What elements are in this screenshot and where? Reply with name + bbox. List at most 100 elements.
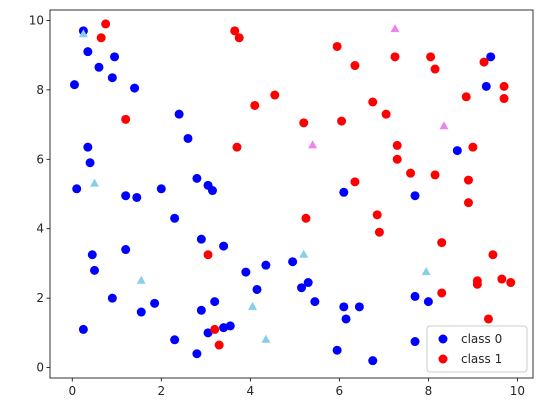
point-class-1 [488, 250, 498, 260]
x-tick-label: 4 [247, 384, 255, 398]
point-class-1 [437, 288, 447, 298]
triangle-point-series-2 [299, 249, 309, 258]
triangle-point-series-3 [308, 140, 318, 149]
point-class-0 [85, 158, 95, 168]
point-class-0 [303, 278, 313, 288]
point-class-0 [121, 191, 131, 201]
point-class-0 [192, 173, 202, 183]
point-class-0 [69, 80, 79, 90]
point-class-0 [94, 62, 104, 72]
triangle-point-series-2 [248, 301, 258, 310]
point-class-1 [483, 314, 493, 324]
point-class-1 [270, 90, 280, 100]
legend-marker-class-0 [438, 334, 448, 344]
point-class-1 [406, 168, 416, 178]
point-class-1 [430, 64, 440, 74]
point-class-0 [452, 146, 462, 156]
point-class-0 [170, 213, 180, 223]
point-class-1 [234, 33, 244, 43]
point-class-0 [410, 191, 420, 201]
point-class-0 [90, 265, 100, 275]
point-class-0 [368, 356, 378, 366]
point-class-1 [250, 100, 260, 110]
point-class-0 [219, 241, 229, 251]
point-class-1 [299, 118, 309, 128]
point-class-1 [390, 52, 400, 62]
y-tick-label: 2 [36, 291, 44, 305]
legend-marker-class-1 [438, 354, 448, 364]
point-class-1 [374, 227, 384, 237]
point-class-1 [301, 213, 311, 223]
point-class-1 [350, 177, 360, 187]
point-class-0 [83, 47, 93, 57]
point-class-0 [196, 234, 206, 244]
point-class-0 [136, 307, 146, 317]
data-points [69, 19, 516, 366]
x-axis-ticks: 0 2 4 6 8 10 [68, 378, 525, 398]
legend-box [426, 325, 528, 373]
point-class-0 [297, 283, 307, 293]
point-class-0 [107, 73, 117, 83]
triangle-point-series-2 [421, 267, 431, 276]
point-class-1 [230, 26, 240, 36]
y-tick-label: 4 [36, 222, 44, 236]
triangle-point-series-2 [136, 275, 146, 284]
point-class-0 [132, 192, 142, 202]
point-class-0 [341, 314, 351, 324]
point-class-0 [241, 267, 251, 277]
x-tick-label: 8 [425, 384, 433, 398]
point-class-0 [261, 260, 271, 270]
point-class-1 [437, 238, 447, 248]
point-class-1 [426, 52, 436, 62]
x-tick-label: 6 [336, 384, 344, 398]
point-class-1 [499, 94, 509, 104]
point-class-0 [110, 52, 120, 62]
point-class-1 [101, 19, 111, 29]
point-class-1 [499, 81, 509, 91]
point-class-0 [192, 349, 202, 359]
point-class-0 [130, 83, 140, 93]
point-class-1 [463, 198, 473, 208]
x-tick-label: 10 [510, 384, 525, 398]
point-class-1 [368, 97, 378, 107]
plot-frame [49, 9, 534, 379]
point-class-0 [423, 297, 433, 307]
triangle-point-series-2 [90, 178, 100, 187]
y-tick-label: 0 [36, 361, 44, 375]
triangle-point-series-2 [78, 29, 88, 38]
triangle-point-series-2 [261, 334, 271, 343]
point-class-0 [486, 52, 496, 62]
point-class-0 [339, 187, 349, 197]
point-class-1 [497, 274, 507, 284]
point-class-1 [506, 278, 516, 288]
point-class-1 [350, 61, 360, 71]
legend-label-class-1: class 1 [461, 352, 502, 366]
point-class-1 [479, 57, 489, 67]
point-class-0 [207, 186, 217, 196]
point-class-0 [410, 291, 420, 301]
point-class-0 [121, 245, 131, 255]
point-class-0 [481, 81, 491, 91]
point-class-0 [410, 337, 420, 347]
point-class-0 [310, 297, 320, 307]
point-class-1 [468, 142, 478, 152]
point-class-1 [461, 92, 471, 102]
point-class-1 [332, 41, 342, 51]
point-class-0 [83, 142, 93, 152]
legend: class 0 class 1 [426, 325, 528, 373]
point-class-0 [107, 293, 117, 303]
point-class-0 [252, 284, 262, 294]
point-class-1 [214, 340, 224, 350]
point-class-1 [372, 210, 382, 220]
point-class-0 [210, 297, 220, 307]
point-class-0 [203, 328, 213, 338]
y-tick-label: 6 [36, 152, 44, 166]
point-class-0 [78, 324, 88, 334]
point-class-1 [392, 154, 402, 164]
x-tick-label: 0 [68, 384, 76, 398]
point-class-0 [354, 302, 364, 312]
point-class-0 [196, 305, 206, 315]
point-class-0 [87, 250, 97, 260]
point-class-1 [210, 324, 220, 334]
